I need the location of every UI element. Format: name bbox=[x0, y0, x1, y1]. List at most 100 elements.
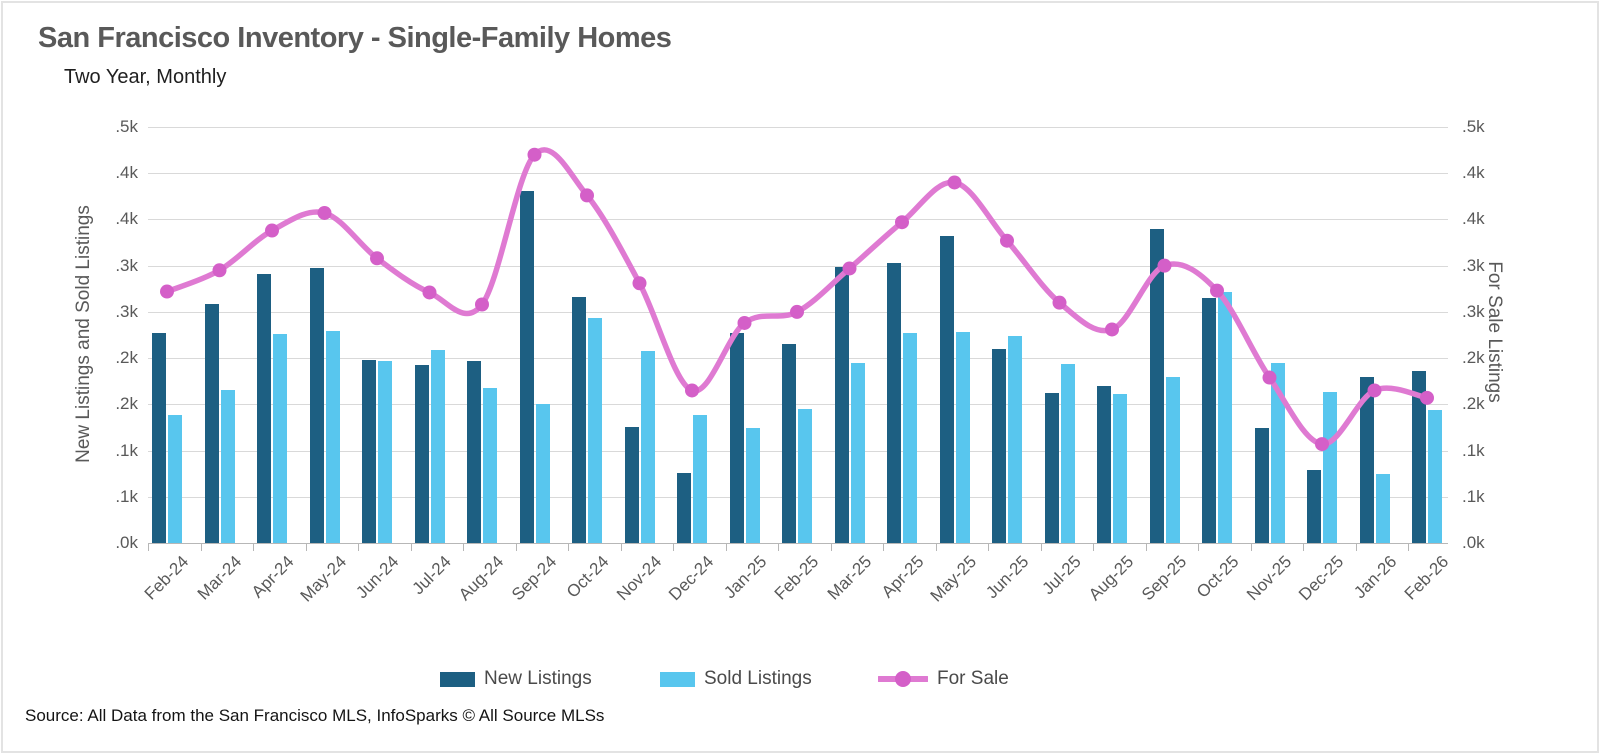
bar-new-listings-Dec-25[interactable] bbox=[1307, 469, 1321, 543]
bar-sold-listings-Apr-24[interactable] bbox=[273, 334, 287, 543]
bar-sold-listings-Sep-25[interactable] bbox=[1165, 376, 1180, 543]
bar-sold-listings-Jul-25[interactable] bbox=[1060, 363, 1075, 543]
x-axis-tick bbox=[1145, 544, 1147, 551]
bar-sold-listings-Feb-25[interactable] bbox=[798, 408, 812, 543]
for-sale-point-Jun-24[interactable] bbox=[370, 251, 384, 266]
bar-new-listings-May-25[interactable] bbox=[939, 236, 954, 543]
bar-sold-listings-Feb-26[interactable] bbox=[1428, 409, 1442, 543]
bar-sold-listings-Oct-24[interactable] bbox=[588, 318, 602, 543]
bar-new-listings-Jan-25[interactable] bbox=[729, 333, 744, 543]
page-subtitle: Two Year, Monthly bbox=[64, 66, 227, 88]
x-axis-tick bbox=[620, 544, 622, 551]
y-tick-label-right: .3k bbox=[1462, 301, 1485, 321]
bar-new-listings-Sep-24[interactable] bbox=[519, 190, 534, 543]
for-sale-point-Feb-24[interactable] bbox=[160, 284, 174, 299]
x-tick-label-Jul-24: Jul-24 bbox=[408, 552, 455, 599]
bar-sold-listings-Mar-25[interactable] bbox=[850, 362, 865, 543]
y-tick-label-right: .1k bbox=[1462, 440, 1485, 460]
new-listings-swatch bbox=[440, 671, 475, 687]
bar-new-listings-Aug-24[interactable] bbox=[467, 360, 481, 543]
bar-sold-listings-Jun-24[interactable] bbox=[378, 360, 392, 543]
bar-sold-listings-Dec-24[interactable] bbox=[693, 415, 707, 543]
page-title: San Francisco Inventory - Single-Family … bbox=[38, 22, 672, 54]
x-tick-label-Aug-25: Aug-25 bbox=[1085, 552, 1138, 605]
bar-sold-listings-May-25[interactable] bbox=[955, 332, 970, 543]
bar-sold-listings-Oct-25[interactable] bbox=[1218, 291, 1232, 543]
gridline bbox=[148, 173, 1448, 175]
y-tick-label-left: .2k bbox=[115, 394, 138, 414]
bar-sold-listings-Sep-24[interactable] bbox=[535, 404, 550, 543]
bar-new-listings-Dec-24[interactable] bbox=[677, 472, 691, 543]
for-sale-point-Apr-24[interactable] bbox=[265, 223, 279, 238]
bar-sold-listings-Jun-25[interactable] bbox=[1008, 335, 1022, 543]
legend-item-for-sale[interactable]: For Sale bbox=[878, 668, 1009, 690]
y-tick-label-left: .1k bbox=[115, 486, 138, 506]
source-note: Source: All Data from the San Francisco … bbox=[25, 706, 605, 725]
bar-sold-listings-May-24[interactable] bbox=[325, 331, 340, 543]
x-tick-label-Jan-26: Jan-26 bbox=[1349, 552, 1400, 603]
bar-new-listings-Nov-25[interactable] bbox=[1254, 428, 1269, 543]
bar-sold-listings-Aug-24[interactable] bbox=[483, 387, 497, 543]
x-axis-tick bbox=[988, 544, 990, 551]
for-sale-point-May-24[interactable] bbox=[317, 205, 332, 220]
x-tick-label-Feb-24: Feb-24 bbox=[140, 552, 193, 604]
bar-new-listings-Sep-25[interactable] bbox=[1149, 228, 1164, 543]
bar-new-listings-Jan-26[interactable] bbox=[1359, 376, 1374, 543]
bar-new-listings-Apr-24[interactable] bbox=[257, 273, 271, 543]
bar-new-listings-Apr-25[interactable] bbox=[887, 262, 901, 543]
bar-sold-listings-Aug-25[interactable] bbox=[1113, 394, 1127, 543]
bar-new-listings-Oct-24[interactable] bbox=[572, 297, 586, 543]
plot-area bbox=[148, 127, 1448, 543]
bar-new-listings-Jun-25[interactable] bbox=[992, 348, 1006, 543]
bar-sold-listings-Nov-24[interactable] bbox=[640, 350, 655, 543]
for-sale-point-Jul-24[interactable] bbox=[422, 285, 437, 300]
for-sale-point-May-25[interactable] bbox=[947, 175, 962, 190]
bar-new-listings-May-24[interactable] bbox=[309, 268, 324, 543]
for-sale-point-Jan-25[interactable] bbox=[737, 315, 752, 330]
x-tick-label-Jun-24: Jun-24 bbox=[352, 552, 403, 603]
x-tick-label-Mar-24: Mar-24 bbox=[193, 552, 245, 604]
for-sale-point-Nov-24[interactable] bbox=[632, 276, 647, 291]
legend-item-new-listings[interactable]: New Listings bbox=[440, 668, 592, 690]
bar-new-listings-Jul-24[interactable] bbox=[414, 364, 429, 543]
for-sale-point-Dec-24[interactable] bbox=[685, 383, 699, 398]
bar-new-listings-Feb-26[interactable] bbox=[1412, 371, 1426, 543]
bar-sold-listings-Jul-24[interactable] bbox=[430, 349, 445, 543]
bar-sold-listings-Nov-25[interactable] bbox=[1270, 362, 1285, 543]
y-tick-label-right: .3k bbox=[1462, 255, 1485, 275]
for-sale-point-Aug-24[interactable] bbox=[475, 297, 489, 312]
x-axis-tick bbox=[1355, 544, 1357, 551]
left-axis-title: New Listings and Sold Listings bbox=[73, 205, 94, 463]
for-sale-point-Jul-25[interactable] bbox=[1052, 295, 1067, 310]
bar-new-listings-Mar-25[interactable] bbox=[834, 266, 849, 543]
bar-new-listings-Jun-24[interactable] bbox=[362, 359, 376, 543]
for-sale-point-Oct-24[interactable] bbox=[580, 188, 594, 203]
bar-sold-listings-Apr-25[interactable] bbox=[903, 333, 917, 543]
for-sale-point-Sep-24[interactable] bbox=[527, 147, 542, 162]
for-sale-point-Apr-25[interactable] bbox=[895, 215, 909, 230]
y-tick-label-left: .0k bbox=[115, 533, 138, 552]
bar-new-listings-Nov-24[interactable] bbox=[624, 427, 639, 543]
bar-sold-listings-Jan-25[interactable] bbox=[745, 428, 760, 543]
x-tick-label-Feb-26: Feb-26 bbox=[1400, 552, 1453, 604]
legend-label: New Listings bbox=[484, 668, 592, 689]
bar-new-listings-Feb-24[interactable] bbox=[152, 333, 166, 543]
bar-new-listings-Feb-25[interactable] bbox=[782, 344, 796, 543]
bar-new-listings-Oct-25[interactable] bbox=[1202, 298, 1216, 543]
y-tick-label-left: .3k bbox=[115, 255, 138, 275]
bar-sold-listings-Jan-26[interactable] bbox=[1375, 473, 1390, 543]
x-tick-label-Dec-25: Dec-25 bbox=[1295, 552, 1348, 605]
bar-sold-listings-Feb-24[interactable] bbox=[168, 414, 182, 543]
bar-new-listings-Mar-24[interactable] bbox=[204, 303, 219, 543]
for-sale-point-Jun-25[interactable] bbox=[1000, 233, 1014, 248]
bar-new-listings-Jul-25[interactable] bbox=[1044, 393, 1059, 543]
for-sale-point-Aug-25[interactable] bbox=[1105, 322, 1119, 337]
bar-sold-listings-Dec-25[interactable] bbox=[1323, 392, 1337, 543]
bar-new-listings-Aug-25[interactable] bbox=[1097, 385, 1111, 543]
right-axis-title: For Sale Listings bbox=[1484, 261, 1505, 403]
x-axis-tick bbox=[778, 544, 780, 551]
x-axis-tick bbox=[568, 544, 570, 551]
bar-sold-listings-Mar-24[interactable] bbox=[220, 390, 235, 543]
x-axis-tick bbox=[1040, 544, 1042, 551]
legend-item-sold-listings[interactable]: Sold Listings bbox=[660, 668, 812, 690]
